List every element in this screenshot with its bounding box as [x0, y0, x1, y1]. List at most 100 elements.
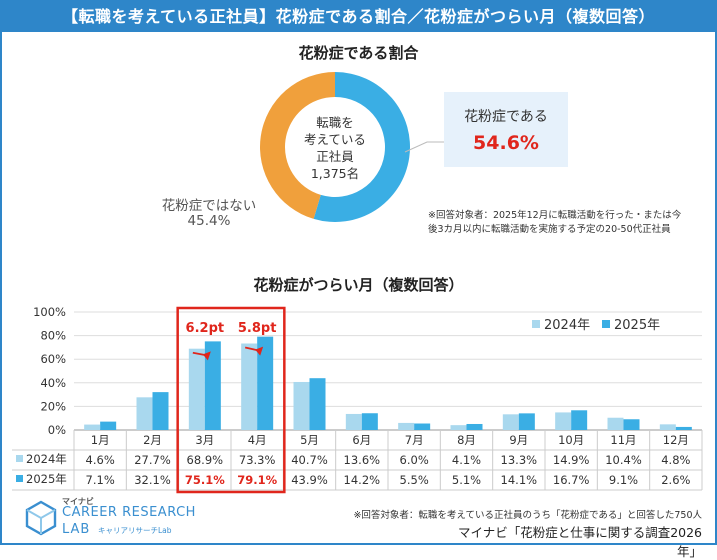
annotation-arrowhead	[255, 346, 264, 356]
data-label: 40.7%	[291, 453, 328, 467]
legend-swatch	[602, 320, 610, 328]
respondent-note: ※回答対象者：2025年12月に転職活動を行った・または今後3カ月以内に転職活動…	[428, 210, 682, 235]
data-label: 32.1%	[134, 473, 171, 487]
bar-2025年	[152, 392, 169, 430]
data-label: 14.1%	[501, 473, 538, 487]
data-label: 16.7%	[553, 473, 590, 487]
row-swatch	[16, 475, 23, 482]
callout-box: 花粉症である 54.6%	[444, 92, 568, 167]
legend-label: 2025年	[614, 318, 660, 333]
bar-2024年	[345, 413, 362, 430]
data-label: 43.9%	[291, 473, 328, 487]
x-tick-label: 2月	[143, 433, 162, 447]
bar-2024年	[659, 424, 676, 430]
pie-slice-no	[260, 72, 335, 219]
row-header: 2025年	[26, 472, 67, 486]
header-banner: 【転職を考えている正社員】花粉症である割合／花粉症がつらい月（複数回答）	[2, 2, 715, 32]
x-tick-label: 1月	[91, 433, 110, 447]
bar-2025年	[100, 421, 117, 430]
bar-2025年	[571, 410, 588, 430]
data-label: 4.8%	[661, 453, 690, 467]
callout-label: 花粉症である	[464, 109, 548, 125]
x-tick-label: 12月	[663, 433, 689, 447]
data-label: 9.1%	[609, 473, 638, 487]
x-tick-label: 4月	[248, 433, 267, 447]
data-label: 4.1%	[452, 453, 481, 467]
bar-2024年	[84, 424, 101, 430]
footer-note: ※回答対象者：転職を考えている正社員のうち「花粉症である」と回答した750人	[353, 510, 702, 521]
bar-2024年	[607, 417, 624, 430]
bar-2025年	[623, 419, 640, 430]
y-tick-label: 100%	[33, 305, 66, 319]
bar-2025年	[204, 341, 221, 430]
x-tick-label: 7月	[405, 433, 424, 447]
data-label: 27.7%	[134, 453, 171, 467]
center-line-4: 1,375名	[310, 166, 360, 181]
bar-2024年	[136, 397, 153, 430]
highlight-box	[176, 306, 286, 494]
logo-career-research: CAREER RESEARCH	[62, 505, 196, 520]
logo-kana: キャリアリサーチLab	[98, 526, 172, 535]
data-label: 68.9%	[187, 453, 224, 467]
annotation-label: 6.2pt	[186, 321, 225, 336]
data-label: 73.3%	[239, 453, 276, 467]
callout-value: 54.6%	[473, 132, 539, 154]
x-tick-label: 8月	[457, 433, 476, 447]
y-tick-label: 0%	[48, 423, 66, 437]
data-label: 13.3%	[501, 453, 538, 467]
bar-2025年	[466, 423, 483, 430]
data-label: 79.1%	[237, 473, 277, 487]
bar-2025年	[309, 378, 326, 430]
center-line-2: 考えている	[304, 132, 366, 147]
pie-slice-yes	[313, 72, 410, 222]
x-tick-label: 10月	[558, 433, 584, 447]
bar-2025年	[675, 426, 692, 430]
y-tick-label: 80%	[40, 329, 66, 343]
annotation-label: 5.8pt	[238, 321, 277, 336]
bar-2025年	[414, 423, 431, 430]
center-line-1: 転職を	[316, 115, 354, 130]
footer-source: マイナビ「花粉症と仕事に関する調査2026年」	[457, 525, 702, 559]
donut-chart	[260, 72, 410, 222]
logo-lab: LAB	[62, 522, 91, 537]
data-label: 14.2%	[344, 473, 381, 487]
annotation-arrowhead	[202, 351, 211, 361]
y-tick-label: 60%	[40, 352, 66, 366]
data-label: 5.1%	[452, 473, 481, 487]
pie-section-title: 花粉症である割合	[298, 44, 419, 62]
bar-2025年	[518, 413, 535, 430]
bar-2024年	[502, 414, 519, 430]
data-label: 75.1%	[185, 473, 225, 487]
x-tick-label: 3月	[195, 433, 214, 447]
row-swatch	[16, 455, 23, 462]
data-label: 14.9%	[553, 453, 590, 467]
data-label: 7.1%	[86, 473, 115, 487]
bar-2024年	[241, 343, 258, 430]
center-line-3: 正社員	[316, 149, 354, 164]
bar-2024年	[293, 381, 310, 430]
bar-2025年	[257, 336, 274, 430]
logo-brand: マイナビ	[62, 497, 94, 506]
bar-2024年	[450, 425, 467, 430]
x-tick-label: 11月	[610, 433, 636, 447]
callout-pointer	[404, 141, 444, 153]
logo: マイナビ CAREER RESEARCH LAB キャリアリサーチLab	[24, 496, 254, 540]
bar-2024年	[555, 412, 572, 430]
y-tick-label: 40%	[40, 376, 66, 390]
bar-2024年	[398, 422, 415, 430]
legend-swatch	[532, 320, 540, 328]
x-tick-label: 9月	[509, 433, 528, 447]
x-tick-label: 5月	[300, 433, 319, 447]
not-value: 45.4%	[187, 213, 231, 229]
cube-logo-icon	[25, 500, 57, 536]
data-label: 10.4%	[605, 453, 642, 467]
bar-section-title: 花粉症がつらい月（複数回答）	[253, 276, 464, 294]
legend-label: 2024年	[544, 318, 590, 333]
x-tick-label: 6月	[352, 433, 371, 447]
y-tick-label: 20%	[40, 399, 66, 413]
data-label: 2.6%	[661, 473, 690, 487]
data-label: 13.6%	[344, 453, 381, 467]
bar-chart: 0% 20% 40% 60% 80% 100% 1月 4.6% 7.1% 2月 27.7% 32.1%…	[12, 305, 703, 494]
donut-center-label: 転職を 考えている 正社員 1,375名	[270, 114, 400, 182]
